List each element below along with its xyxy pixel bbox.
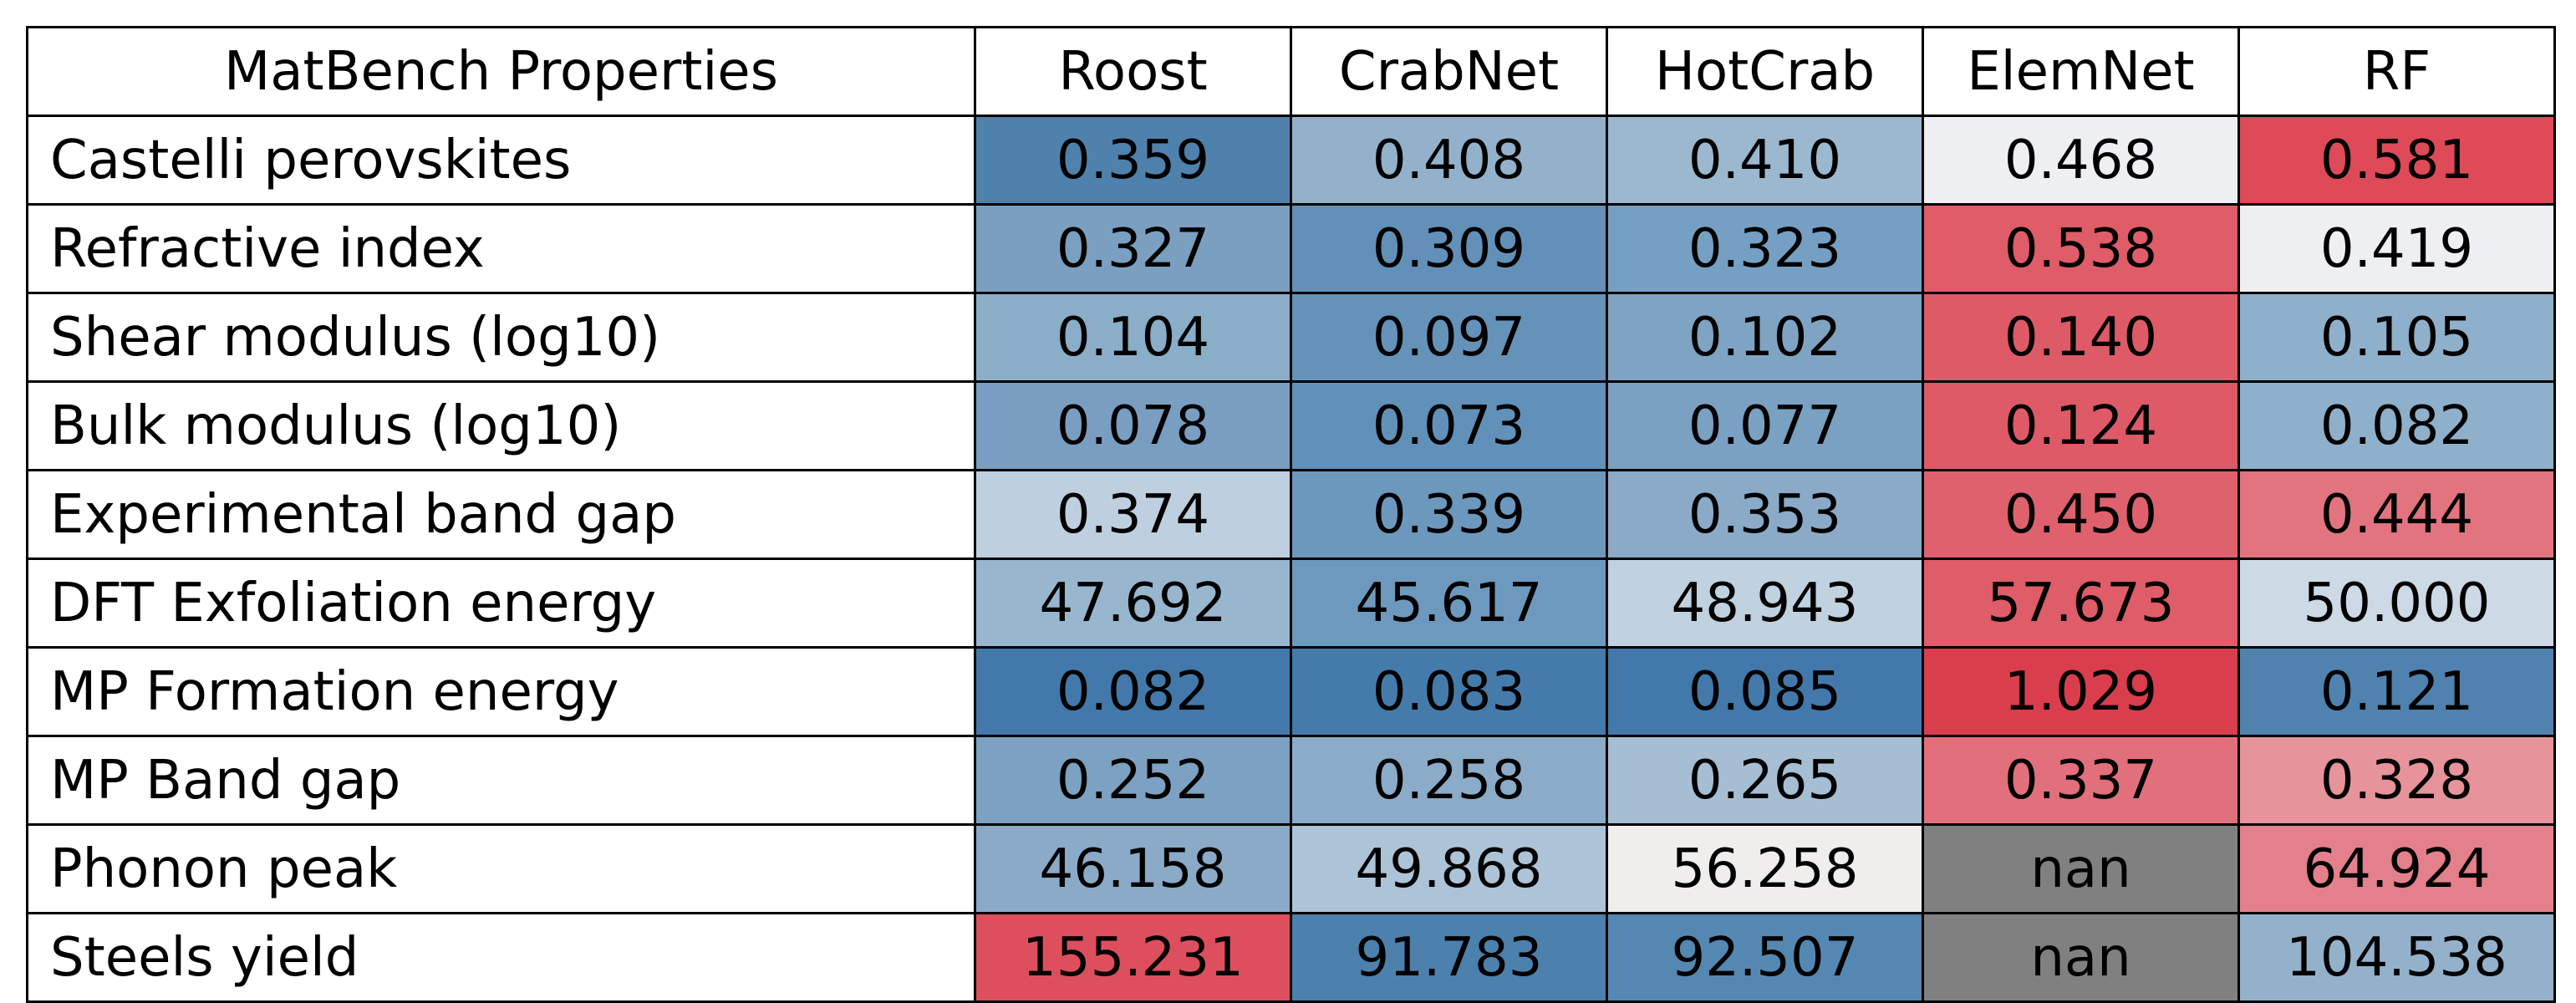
table-body: Castelli perovskites 0.359 0.408 0.410 0.468… (26, 115, 2556, 1003)
table-row: Refractive index 0.327 0.309 0.323 0.538 0.41… (26, 203, 2556, 294)
heatmap-cell: 155.231 (974, 912, 1292, 1003)
heatmap-cell: 56.258 (1606, 823, 1924, 914)
heatmap-cell: 0.374 (974, 469, 1292, 560)
heatmap-cell: 0.082 (2237, 380, 2556, 471)
heatmap-cell: 104.538 (2237, 912, 2556, 1003)
heatmap-cell: 0.104 (974, 292, 1292, 383)
row-label: Steels yield (26, 912, 976, 1003)
heatmap-cell: 0.444 (2237, 469, 2556, 560)
table-row: Steels yield 155.231 91.783 92.507 nan 104.53… (26, 912, 2556, 1003)
heatmap-cell: 0.258 (1290, 735, 1608, 826)
heatmap-cell: 64.924 (2237, 823, 2556, 914)
heatmap-cell: 0.097 (1290, 292, 1608, 383)
heatmap-cell: 0.408 (1290, 115, 1608, 206)
corner-header: MatBench Properties (26, 26, 976, 117)
heatmap-cell: 0.083 (1290, 646, 1608, 737)
table-row: Castelli perovskites 0.359 0.408 0.410 0.468… (26, 115, 2556, 206)
heatmap-cell: 0.265 (1606, 735, 1924, 826)
heatmap-cell: 45.617 (1290, 558, 1608, 649)
heatmap-cell: 50.000 (2237, 558, 2556, 649)
heatmap-cell: 0.085 (1606, 646, 1924, 737)
heatmap-cell: 0.078 (974, 380, 1292, 471)
heatmap-cell: 0.140 (1922, 292, 2240, 383)
column-header-elemnet: ElemNet (1922, 26, 2240, 117)
heatmap-cell: 47.692 (974, 558, 1292, 649)
row-label: Bulk modulus (log10) (26, 380, 976, 471)
table-row: Phonon peak 46.158 49.868 56.258 nan 64.924 (26, 823, 2556, 914)
row-label: Refractive index (26, 203, 976, 294)
heatmap-cell: nan (1922, 823, 2240, 914)
heatmap-cell: 0.082 (974, 646, 1292, 737)
column-header-crabnet: CrabNet (1290, 26, 1608, 117)
table-row: Shear modulus (log10) 0.104 0.097 0.102 0.14… (26, 292, 2556, 383)
heatmap-cell: 0.468 (1922, 115, 2240, 206)
table-row: MP Band gap 0.252 0.258 0.265 0.337 0.328 (26, 735, 2556, 826)
column-header-rf: RF (2237, 26, 2556, 117)
heatmap-cell: 0.581 (2237, 115, 2556, 206)
heatmap-cell: 0.353 (1606, 469, 1924, 560)
heatmap-cell: 0.252 (974, 735, 1292, 826)
heatmap-cell: 0.077 (1606, 380, 1924, 471)
heatmap-cell: 0.538 (1922, 203, 2240, 294)
heatmap-cell: 91.783 (1290, 912, 1608, 1003)
heatmap-cell: 92.507 (1606, 912, 1924, 1003)
table-row: DFT Exfoliation energy 47.692 45.617 48.943… (26, 558, 2556, 649)
heatmap-cell: 0.419 (2237, 203, 2556, 294)
heatmap-cell: 0.328 (2237, 735, 2556, 826)
heatmap-cell: 0.073 (1290, 380, 1608, 471)
heatmap-cell: 49.868 (1290, 823, 1608, 914)
row-label: MP Band gap (26, 735, 976, 826)
row-label: MP Formation energy (26, 646, 976, 737)
heatmap-cell: 0.337 (1922, 735, 2240, 826)
row-label: Experimental band gap (26, 469, 976, 560)
heatmap-cell: 0.121 (2237, 646, 2556, 737)
row-label: Phonon peak (26, 823, 976, 914)
heatmap-cell: 0.102 (1606, 292, 1924, 383)
heatmap-cell: nan (1922, 912, 2240, 1003)
heatmap-cell: 0.410 (1606, 115, 1924, 206)
heatmap-cell: 0.450 (1922, 469, 2240, 560)
row-label: Shear modulus (log10) (26, 292, 976, 383)
heatmap-cell: 0.359 (974, 115, 1292, 206)
column-header-hotcrab: HotCrab (1606, 26, 1924, 117)
heatmap-cell: 1.029 (1922, 646, 2240, 737)
table-row: MP Formation energy 0.082 0.083 0.085 1.029 0… (26, 646, 2556, 737)
heatmap-cell: 0.323 (1606, 203, 1924, 294)
header-row: MatBench Properties Roost CrabNet HotCrab E… (26, 26, 2556, 117)
heatmap-cell: 0.105 (2237, 292, 2556, 383)
heatmap-cell: 0.327 (974, 203, 1292, 294)
row-label: Castelli perovskites (26, 115, 976, 206)
heatmap-cell: 46.158 (974, 823, 1292, 914)
table-row: Experimental band gap 0.374 0.339 0.353 0.45… (26, 469, 2556, 560)
heatmap-cell: 57.673 (1922, 558, 2240, 649)
column-header-roost: Roost (974, 26, 1292, 117)
table-row: Bulk modulus (log10) 0.078 0.073 0.077 0.124… (26, 380, 2556, 471)
heatmap-table-container: MatBench Properties Roost CrabNet HotCrab E… (26, 26, 2556, 1003)
heatmap-cell: 48.943 (1606, 558, 1924, 649)
matbench-heatmap-table: MatBench Properties Roost CrabNet HotCrab E… (26, 26, 2556, 1003)
heatmap-cell: 0.124 (1922, 380, 2240, 471)
heatmap-cell: 0.339 (1290, 469, 1608, 560)
heatmap-cell: 0.309 (1290, 203, 1608, 294)
row-label: DFT Exfoliation energy (26, 558, 976, 649)
